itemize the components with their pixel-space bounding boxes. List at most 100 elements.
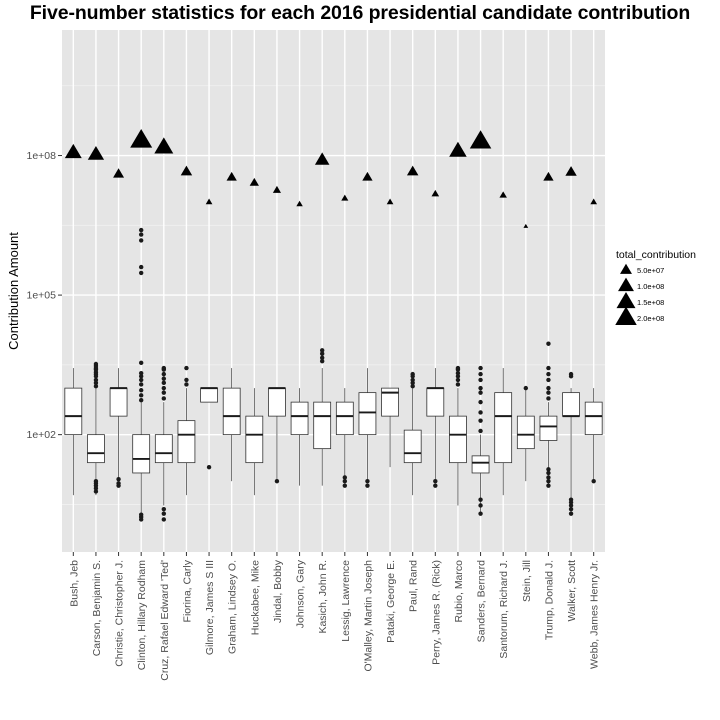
legend-title: total_contribution — [616, 249, 696, 261]
outlier-point — [161, 376, 167, 381]
box — [268, 387, 286, 417]
box — [471, 455, 490, 474]
box — [64, 387, 83, 436]
outlier-point — [161, 371, 167, 377]
outlier-point — [138, 388, 144, 393]
outlier-point — [433, 483, 438, 488]
legend-key-triangle — [615, 306, 637, 325]
total-contribution-marker — [113, 168, 125, 178]
box — [290, 401, 309, 436]
outlier-point — [410, 384, 415, 389]
legend: total_contribution 5.0e+07 1.0e+08 1.5e+08… — [615, 249, 696, 325]
outlier-point — [206, 464, 212, 470]
legend-entry-label: 2.0e+08 — [637, 314, 664, 323]
x-tick-label: Cruz, Rafael Edward 'Ted' — [159, 560, 171, 681]
total-contribution-marker — [341, 194, 349, 201]
y-axis: 1e+02 1e+05 1e+08 — [27, 150, 62, 441]
x-tick-label: Clinton, Hillary Rodham — [136, 560, 148, 671]
legend-entry-label: 1.0e+08 — [637, 282, 664, 291]
box — [426, 387, 445, 417]
box — [358, 392, 377, 436]
total-contribution-marker — [523, 223, 529, 228]
box — [87, 434, 105, 464]
outlier-point — [184, 377, 189, 383]
legend-key-triangle — [618, 277, 634, 292]
outlier-point — [568, 511, 574, 516]
outlier-point — [116, 481, 121, 486]
box — [200, 387, 218, 403]
box — [562, 392, 580, 417]
x-tick-label: Stein, Jill — [521, 560, 533, 602]
outlier-point — [546, 483, 551, 488]
outlier-point — [138, 377, 144, 383]
outlier-point — [478, 410, 483, 415]
x-tick-label: Jindal, Bobby — [272, 559, 284, 623]
outlier-point — [546, 341, 551, 346]
total-contribution-marker — [431, 189, 440, 197]
outlier-point — [455, 370, 461, 376]
outlier-point — [116, 477, 121, 482]
outlier-point — [342, 483, 348, 488]
x-tick-label: Bush, Jeb — [68, 560, 80, 607]
legend-key-triangle — [620, 263, 632, 274]
outlier-point — [93, 361, 99, 367]
outlier-point — [319, 358, 325, 364]
outlier-point — [93, 489, 99, 494]
x-axis: Bush, Jeb Carson, Benjamin S. Christie, Ch… — [68, 552, 601, 681]
outlier-point — [161, 390, 167, 395]
outlier-point — [478, 399, 483, 405]
outlier-point — [546, 365, 551, 371]
outlier-point — [478, 385, 483, 391]
total-contribution-marker — [180, 165, 193, 176]
outlier-point — [546, 467, 551, 472]
total-contribution-marker — [314, 152, 330, 165]
outlier-point — [138, 270, 144, 276]
outlier-point — [138, 512, 144, 517]
outlier-point — [161, 380, 167, 386]
outlier-point — [410, 377, 415, 383]
outlier-point — [93, 384, 99, 389]
chart-title: Five-number statistics for each 2016 pre… — [29, 2, 691, 24]
x-tick-label: Rubio, Marco — [453, 560, 465, 623]
outlier-point — [410, 371, 415, 377]
outlier-point — [455, 374, 461, 379]
box — [335, 401, 354, 436]
outlier-point — [478, 371, 483, 377]
x-tick-label: Santorum, Richard J. — [498, 560, 510, 659]
outlier-point — [568, 497, 574, 502]
box — [584, 401, 603, 436]
outlier-point — [161, 517, 167, 522]
outlier-point — [319, 351, 325, 356]
box — [132, 434, 151, 474]
outlier-point — [478, 377, 483, 383]
box — [245, 415, 264, 464]
outlier-point — [478, 428, 483, 434]
x-tick-label: Pataki, George E. — [385, 560, 397, 643]
box — [516, 415, 535, 450]
x-tick-label: Lessig, Lawrence — [340, 560, 352, 642]
y-axis-title: Contribution Amount — [6, 232, 21, 350]
y-tick-label: 1e+05 — [27, 290, 57, 302]
outlier-point — [138, 232, 144, 237]
x-tick-label: Carson, Benjamin S. — [91, 560, 103, 656]
legend-entry-label: 5.0e+07 — [637, 266, 664, 275]
outlier-point — [93, 478, 99, 484]
x-tick-label: Christie, Christopher J. — [114, 560, 126, 667]
total-contribution-marker — [499, 191, 507, 198]
box — [381, 387, 399, 417]
total-contribution-marker — [130, 128, 153, 148]
x-tick-label: Webb, James Henry Jr. — [589, 560, 601, 669]
outlier-point — [342, 475, 348, 480]
total-contribution-marker — [154, 137, 174, 154]
total-contribution-markers — [64, 128, 598, 228]
outlier-point — [184, 365, 189, 371]
outlier-point — [546, 396, 551, 401]
box — [403, 429, 422, 464]
x-tick-label: Fiorina, Carly — [181, 559, 193, 622]
outlier-point — [319, 348, 325, 353]
box — [494, 392, 513, 464]
outlier-point — [591, 478, 596, 484]
outlier-point — [342, 478, 348, 484]
boxes-layer — [64, 227, 603, 522]
